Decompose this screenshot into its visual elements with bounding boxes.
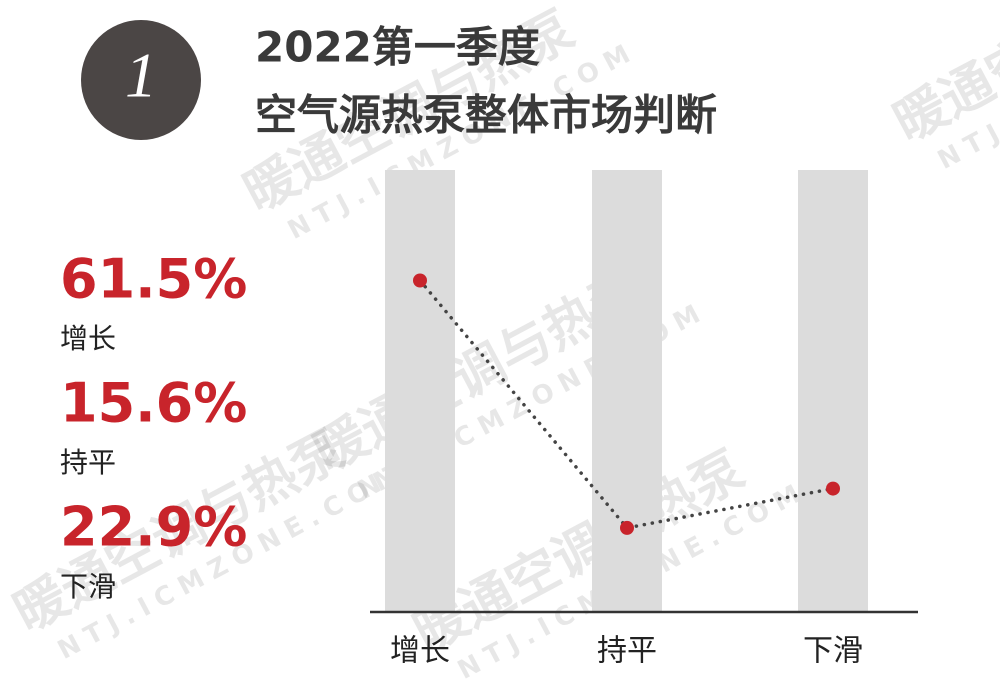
value-label: 22.9% (60, 496, 247, 559)
data-point (413, 273, 427, 288)
value-category: 持平 (60, 446, 116, 479)
value-category: 下滑 (60, 570, 116, 603)
column-background (592, 170, 662, 612)
x-tick-label: 增长 (390, 634, 450, 669)
column-background (798, 170, 868, 612)
badge (81, 20, 201, 140)
chart-title: 空气源热泵整体市场判断 (255, 91, 717, 140)
chart-title: 2022第一季度 (255, 23, 540, 72)
value-label: 61.5% (60, 248, 247, 311)
x-tick-label: 下滑 (803, 634, 863, 669)
value-category: 增长 (60, 322, 116, 355)
column-background (385, 170, 455, 612)
value-label: 15.6% (60, 372, 247, 435)
x-tick-label: 持平 (597, 634, 657, 669)
badge-number: 1 (125, 40, 157, 111)
data-point (620, 520, 634, 535)
data-point (826, 481, 840, 496)
